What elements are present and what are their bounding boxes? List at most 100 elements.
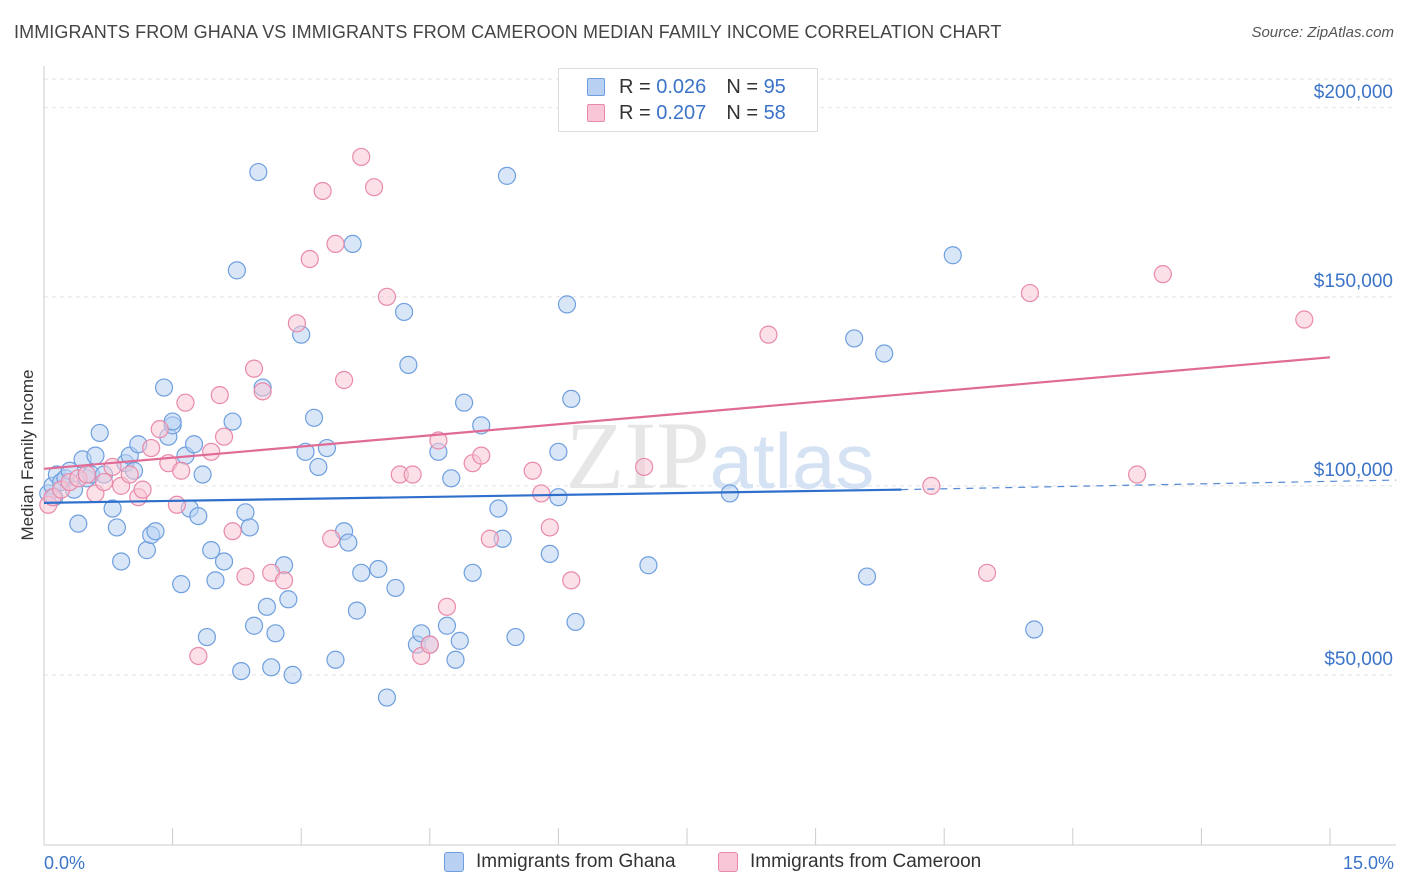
cameroon-point — [236, 567, 255, 586]
cameroon-point — [326, 234, 345, 254]
ghana-point — [566, 612, 585, 632]
cameroon-point — [1127, 465, 1147, 484]
cameroon-points — [39, 147, 1314, 666]
ghana-point — [875, 344, 894, 363]
ghana-point — [146, 522, 165, 541]
cameroon-point — [1020, 283, 1040, 303]
series-label-cameroon: Immigrants from Cameroon — [750, 851, 982, 872]
ghana-point — [339, 533, 358, 552]
legend-r-label: R = — [619, 75, 657, 98]
legend-row-cameroon: R = 0.207 N = 58 — [587, 101, 786, 125]
cameroon-point — [977, 563, 997, 582]
ghana-point — [232, 661, 251, 681]
cameroon-point — [922, 476, 941, 495]
legend-row-ghana: R = 0.026 N = 95 — [587, 75, 786, 99]
ghana-point — [197, 627, 216, 647]
cameroon-point — [352, 147, 371, 167]
cameroon-point — [403, 465, 422, 484]
x-tick-label-min: 0.0% — [44, 853, 86, 873]
cameroon-point — [759, 325, 778, 344]
cameroon-point — [334, 370, 354, 390]
ghana-point — [206, 571, 225, 590]
ghana-point — [442, 469, 461, 488]
ghana-point — [69, 514, 88, 533]
series-legend-cameroon: Immigrants from Cameroon — [718, 851, 981, 873]
ghana-point — [283, 665, 302, 684]
cameroon-point — [1153, 265, 1172, 284]
cameroon-point — [437, 597, 457, 616]
ghana-point — [386, 578, 405, 598]
ghana-point — [326, 650, 345, 669]
ghana-point — [399, 355, 418, 374]
ghana-point — [377, 688, 397, 707]
cameroon-point — [480, 529, 499, 548]
ghana-point — [557, 295, 577, 314]
cameroon-point — [150, 420, 169, 439]
cameroon-point — [120, 465, 139, 484]
ghana-point — [639, 556, 658, 575]
legend-n-label: N = — [726, 101, 764, 124]
ghana-point — [454, 393, 474, 412]
cameroon-point — [244, 359, 264, 378]
ghana-point — [562, 389, 581, 409]
series-label-ghana: Immigrants from Ghana — [476, 851, 676, 872]
trend-lines — [43, 356, 1397, 504]
cameroon-point — [562, 571, 581, 590]
series-swatch-cameroon — [718, 852, 738, 872]
cameroon-point — [377, 287, 397, 306]
ghana-point — [184, 435, 204, 454]
cameroon-point — [133, 480, 152, 499]
y-tick-label: $50,000 — [1324, 649, 1393, 670]
cameroon-point — [274, 571, 294, 590]
cameroon-point — [429, 431, 448, 450]
ghana-point — [107, 518, 126, 537]
cameroon-point — [142, 438, 161, 458]
cameroon-point — [253, 382, 272, 401]
cameroon-point — [167, 495, 186, 514]
ghana-point — [549, 488, 568, 507]
watermark-zip: ZIP — [566, 402, 710, 509]
cameroon-point — [523, 461, 542, 480]
cameroon-point — [94, 472, 114, 492]
ghana-point — [369, 559, 388, 579]
ghana-point — [193, 465, 212, 484]
cameroon-point — [189, 646, 208, 666]
chart-title: IMMIGRANTS FROM GHANA VS IMMIGRANTS FROM… — [14, 22, 1002, 42]
ghana-point — [394, 302, 414, 322]
ghana-point — [549, 442, 568, 461]
ghana-point — [446, 650, 465, 669]
cameroon-point — [223, 522, 242, 541]
cameroon-point — [287, 314, 307, 333]
y-tick-label: $150,000 — [1314, 271, 1393, 292]
ghana-trend-extension — [901, 479, 1397, 491]
cameroon-point — [202, 442, 221, 461]
ghana-point — [236, 503, 255, 522]
legend-swatch-ghana — [587, 78, 605, 96]
ghana-point — [943, 246, 962, 265]
x-tick-label-max: 15.0% — [1342, 853, 1394, 873]
ghana-trend-line — [43, 488, 902, 504]
ghana-point — [352, 563, 371, 582]
ghana-point — [227, 261, 246, 280]
ghana-point — [172, 575, 191, 594]
cameroon-point — [420, 635, 439, 654]
ghana-point — [154, 378, 174, 397]
ghana-point — [506, 627, 525, 647]
cameroon-point — [322, 529, 341, 548]
ghana-point — [497, 166, 517, 185]
ghana-point — [450, 631, 469, 650]
legend-n-value: 95 — [763, 75, 786, 98]
series-legend-ghana: Immigrants from Ghana — [444, 851, 676, 873]
ghana-point — [223, 412, 242, 431]
ghana-point — [137, 541, 156, 560]
axes — [43, 66, 1396, 846]
ghana-point — [103, 499, 122, 518]
cameroon-point — [77, 465, 96, 484]
legend-swatch-cameroon — [587, 104, 605, 122]
ghana-point — [86, 446, 105, 465]
legend-n-label: N = — [726, 75, 764, 98]
cameroon-point — [300, 249, 319, 269]
cameroon-point — [214, 427, 234, 446]
ghana-point — [112, 552, 131, 571]
